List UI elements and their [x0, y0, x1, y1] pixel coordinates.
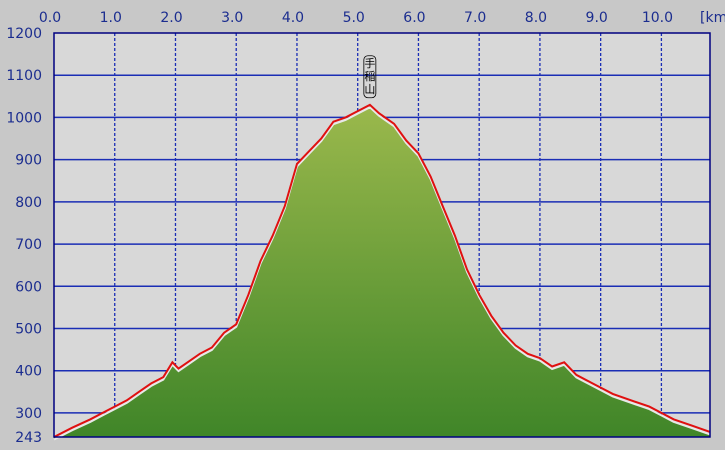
y-tick-label: 1000 [6, 110, 42, 126]
terrain-edge [53, 106, 711, 441]
x-tick-label: 6.0 [403, 10, 425, 26]
plot-frame [53, 32, 711, 438]
peak-label-char: 手 [364, 56, 375, 70]
annotations: 手稲山 [363, 55, 377, 99]
peak-label-box [363, 55, 377, 99]
x-tick-label: 7.0 [464, 10, 486, 26]
y-tick-label: 300 [15, 406, 42, 422]
y-tick-label: 700 [15, 237, 42, 253]
x-unit-label: [km [700, 10, 725, 26]
profile-line [53, 103, 711, 438]
x-axis-ticks: 0.0 1.0 2.0 3.0 4.0 5.0 6.0 7.0 8.0 9.0 10.0 [km [39, 10, 725, 26]
y-tick-label: 243 [15, 430, 42, 446]
y-tick-label: 1200 [6, 26, 42, 42]
y-tick-label: 900 [15, 153, 42, 169]
y-axis-ticks: 1200 1100 1000 900 800 700 600 500 400 300 243 [6, 26, 42, 446]
x-tick-label: 4.0 [282, 10, 304, 26]
y-tick-label: 400 [15, 364, 42, 380]
x-tick-label: 1.0 [100, 10, 122, 26]
x-tick-label: 2.0 [160, 10, 182, 26]
x-tick-label: 3.0 [221, 10, 243, 26]
y-tick-label: 1100 [6, 68, 42, 84]
x-tick-label: 9.0 [586, 10, 608, 26]
y-tick-label: 500 [15, 322, 42, 338]
x-tick-label: 10.0 [642, 10, 673, 26]
peak-label-char: 稲 [364, 70, 375, 83]
peak-label-char: 山 [364, 83, 375, 96]
terrain-area [54, 107, 710, 441]
peak-annotation: 手稲山 [363, 55, 377, 99]
x-tick-label: 8.0 [525, 10, 547, 26]
x-tick-label: 0.0 [39, 10, 61, 26]
y-tick-label: 800 [15, 195, 42, 211]
y-tick-label: 600 [15, 279, 42, 295]
x-tick-label: 5.0 [343, 10, 365, 26]
